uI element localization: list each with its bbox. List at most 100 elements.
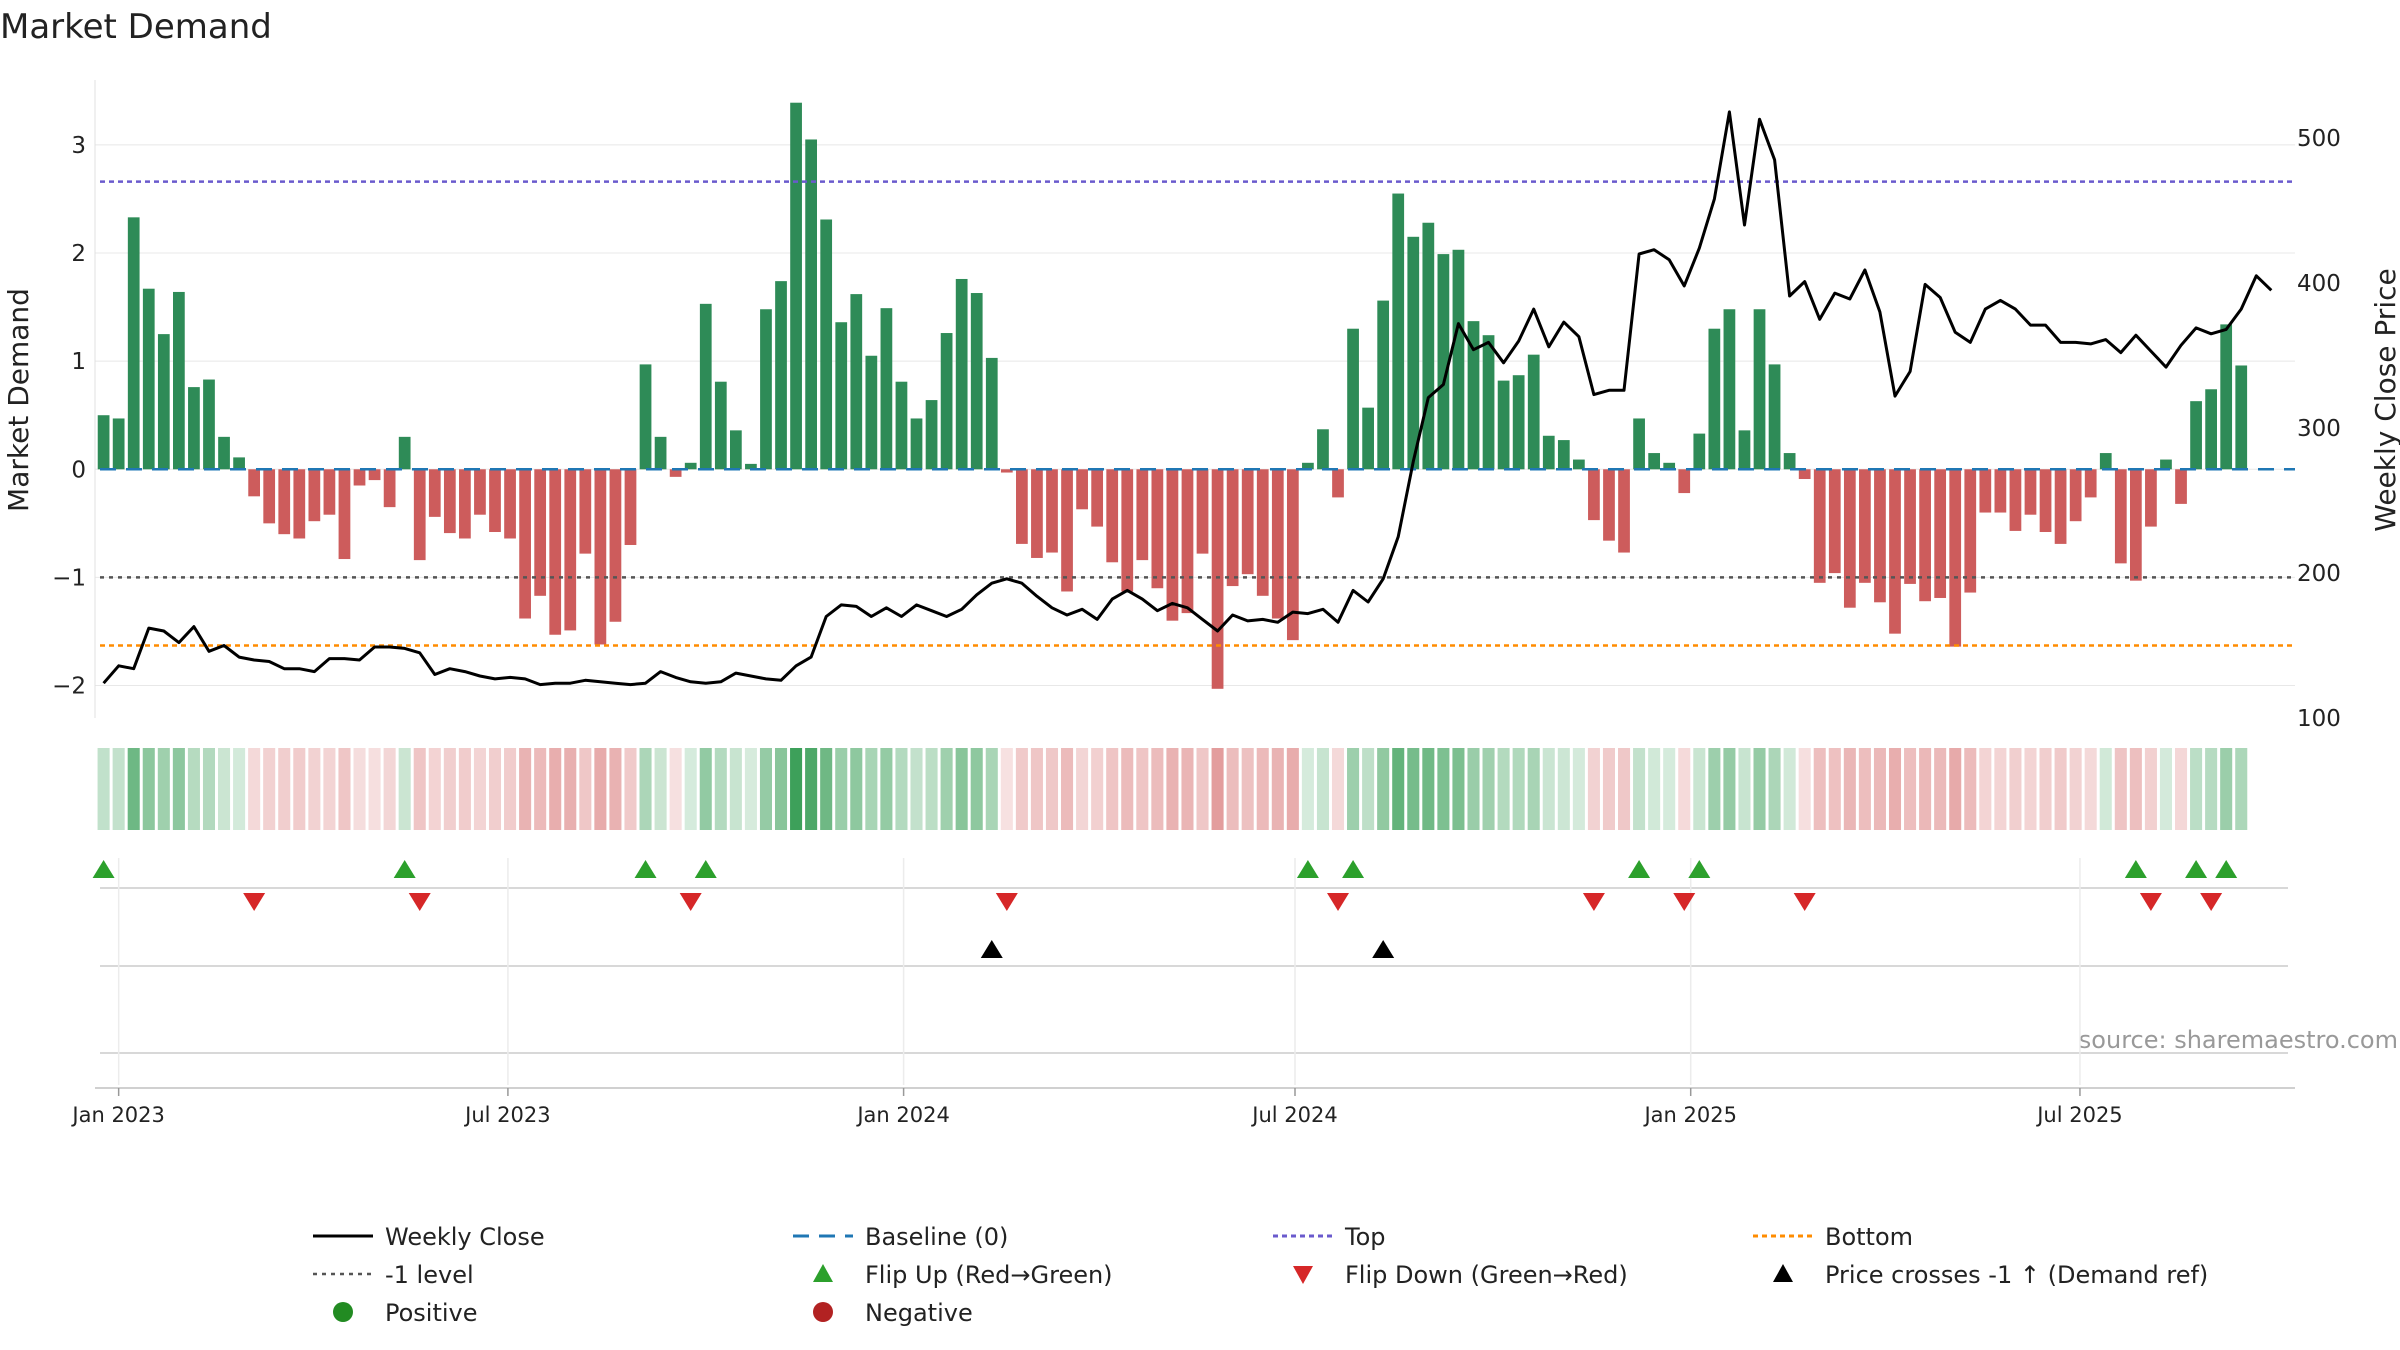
legend-label-price-cross: Price crosses -1 ↑ (Demand ref) xyxy=(1825,1261,2208,1289)
heat-cell-13 xyxy=(293,748,306,830)
demand-bar-134 xyxy=(2114,469,2127,564)
demand-bar-100 xyxy=(1603,469,1615,541)
x-tick-label-5: Jul 2025 xyxy=(2035,1103,2122,1127)
demand-bar-120 xyxy=(1904,469,1916,584)
demand-bar-28 xyxy=(519,469,531,619)
heat-cell-74 xyxy=(1211,748,1224,830)
flip-down-marker-8 xyxy=(2139,893,2162,911)
y-tick-label-1: −1 xyxy=(52,565,86,591)
demand-bar-49 xyxy=(835,322,848,470)
heat-cell-133 xyxy=(2099,748,2112,830)
demand-bar-65 xyxy=(1076,469,1088,510)
flip-down-marker-9 xyxy=(2200,893,2223,911)
legend-swatch-flip-up xyxy=(813,1264,833,1282)
demand-bar-116 xyxy=(1843,469,1856,608)
heat-cell-40 xyxy=(699,748,712,830)
heat-cell-68 xyxy=(1121,748,1134,830)
x-tick-label-3: Jul 2024 xyxy=(1250,1103,1337,1127)
heat-cell-71 xyxy=(1166,748,1179,830)
heat-cell-2 xyxy=(127,748,140,830)
demand-bar-50 xyxy=(850,294,863,470)
demand-bar-16 xyxy=(338,469,351,560)
demand-bar-45 xyxy=(775,281,787,470)
demand-bar-36 xyxy=(639,364,652,470)
heat-cell-12 xyxy=(278,748,291,830)
heat-cell-110 xyxy=(1753,748,1766,830)
flip-down-marker-7 xyxy=(1793,893,1816,911)
heat-cell-67 xyxy=(1106,748,1119,830)
y-tick-label-4: 2 xyxy=(71,241,86,267)
heat-cell-130 xyxy=(2054,748,2067,830)
legend-flip-up: Flip Up (Red→Green) xyxy=(813,1261,1113,1289)
heat-cell-140 xyxy=(2205,748,2218,830)
legend-label-weekly-close: Weekly Close xyxy=(385,1223,545,1251)
heat-cell-57 xyxy=(955,748,968,830)
legend-label-top: Top xyxy=(1344,1223,1386,1251)
heat-cell-137 xyxy=(2159,748,2172,830)
demand-bar-59 xyxy=(985,357,998,470)
demand-bar-86 xyxy=(1392,193,1405,470)
y-tick-label-3: 1 xyxy=(71,349,86,375)
heat-cell-20 xyxy=(398,748,411,830)
x-tick-label-1: Jul 2023 xyxy=(463,1103,550,1127)
demand-bar-23 xyxy=(443,469,456,534)
demand-bar-52 xyxy=(880,308,893,470)
flip-up-marker-4 xyxy=(1296,860,1319,878)
heat-cell-86 xyxy=(1392,748,1405,830)
heat-cell-34 xyxy=(609,748,622,830)
heat-cell-76 xyxy=(1241,748,1254,830)
demand-bar-13 xyxy=(293,469,306,539)
price-line-group xyxy=(102,110,2273,687)
demand-bar-12 xyxy=(278,469,291,535)
demand-bar-69 xyxy=(1136,469,1149,561)
heat-cell-70 xyxy=(1151,748,1164,830)
heat-cell-24 xyxy=(458,748,471,830)
demand-bar-95 xyxy=(1527,354,1540,470)
demand-bar-107 xyxy=(1708,328,1721,470)
heat-cell-23 xyxy=(443,748,456,830)
heat-cell-72 xyxy=(1181,748,1194,830)
heat-cell-92 xyxy=(1482,748,1495,830)
legend-swatch-flip-down xyxy=(1293,1266,1313,1284)
heat-cell-83 xyxy=(1347,748,1360,830)
demand-bar-103 xyxy=(1648,453,1661,470)
demand-bar-9 xyxy=(233,457,245,470)
demand-bar-21 xyxy=(413,469,426,561)
legend-swatch-positive xyxy=(333,1302,353,1322)
demand-bar-102 xyxy=(1633,418,1645,470)
legend-label-flip-down: Flip Down (Green→Red) xyxy=(1345,1261,1628,1289)
demand-bar-131 xyxy=(2069,469,2082,522)
flip-up-marker-6 xyxy=(1628,860,1651,878)
heat-cell-77 xyxy=(1256,748,1269,830)
heat-cell-93 xyxy=(1497,748,1510,830)
legend-flip-down: Flip Down (Green→Red) xyxy=(1293,1261,1628,1289)
demand-bar-47 xyxy=(805,139,817,470)
heat-cell-19 xyxy=(383,748,396,830)
demand-bar-108 xyxy=(1723,309,1736,470)
heat-cell-138 xyxy=(2174,748,2188,830)
heat-cell-98 xyxy=(1572,748,1585,830)
flip-down-marker-5 xyxy=(1582,893,1605,911)
demand-bar-17 xyxy=(353,469,366,486)
heat-cell-132 xyxy=(2084,748,2097,830)
heat-cell-16 xyxy=(338,748,351,830)
heat-cell-56 xyxy=(940,748,953,830)
heat-cell-103 xyxy=(1648,748,1661,830)
heat-cell-29 xyxy=(534,748,547,830)
legend-weekly-close: Weekly Close xyxy=(313,1223,545,1251)
heat-cell-108 xyxy=(1723,748,1736,830)
heat-cell-128 xyxy=(2024,748,2037,830)
demand-bar-82 xyxy=(1332,469,1344,498)
heat-cell-8 xyxy=(218,748,231,830)
chart-title: Market Demand xyxy=(0,7,272,47)
demand-bar-142 xyxy=(2235,365,2248,470)
demand-bar-124 xyxy=(1964,469,1977,593)
demand-bar-123 xyxy=(1949,469,1962,647)
flip-down-marker-2 xyxy=(679,893,702,911)
demand-bar-48 xyxy=(820,219,833,470)
heat-cell-50 xyxy=(850,748,863,830)
heat-cell-31 xyxy=(564,748,577,830)
heat-cell-37 xyxy=(654,748,667,830)
heat-cell-5 xyxy=(172,748,185,830)
